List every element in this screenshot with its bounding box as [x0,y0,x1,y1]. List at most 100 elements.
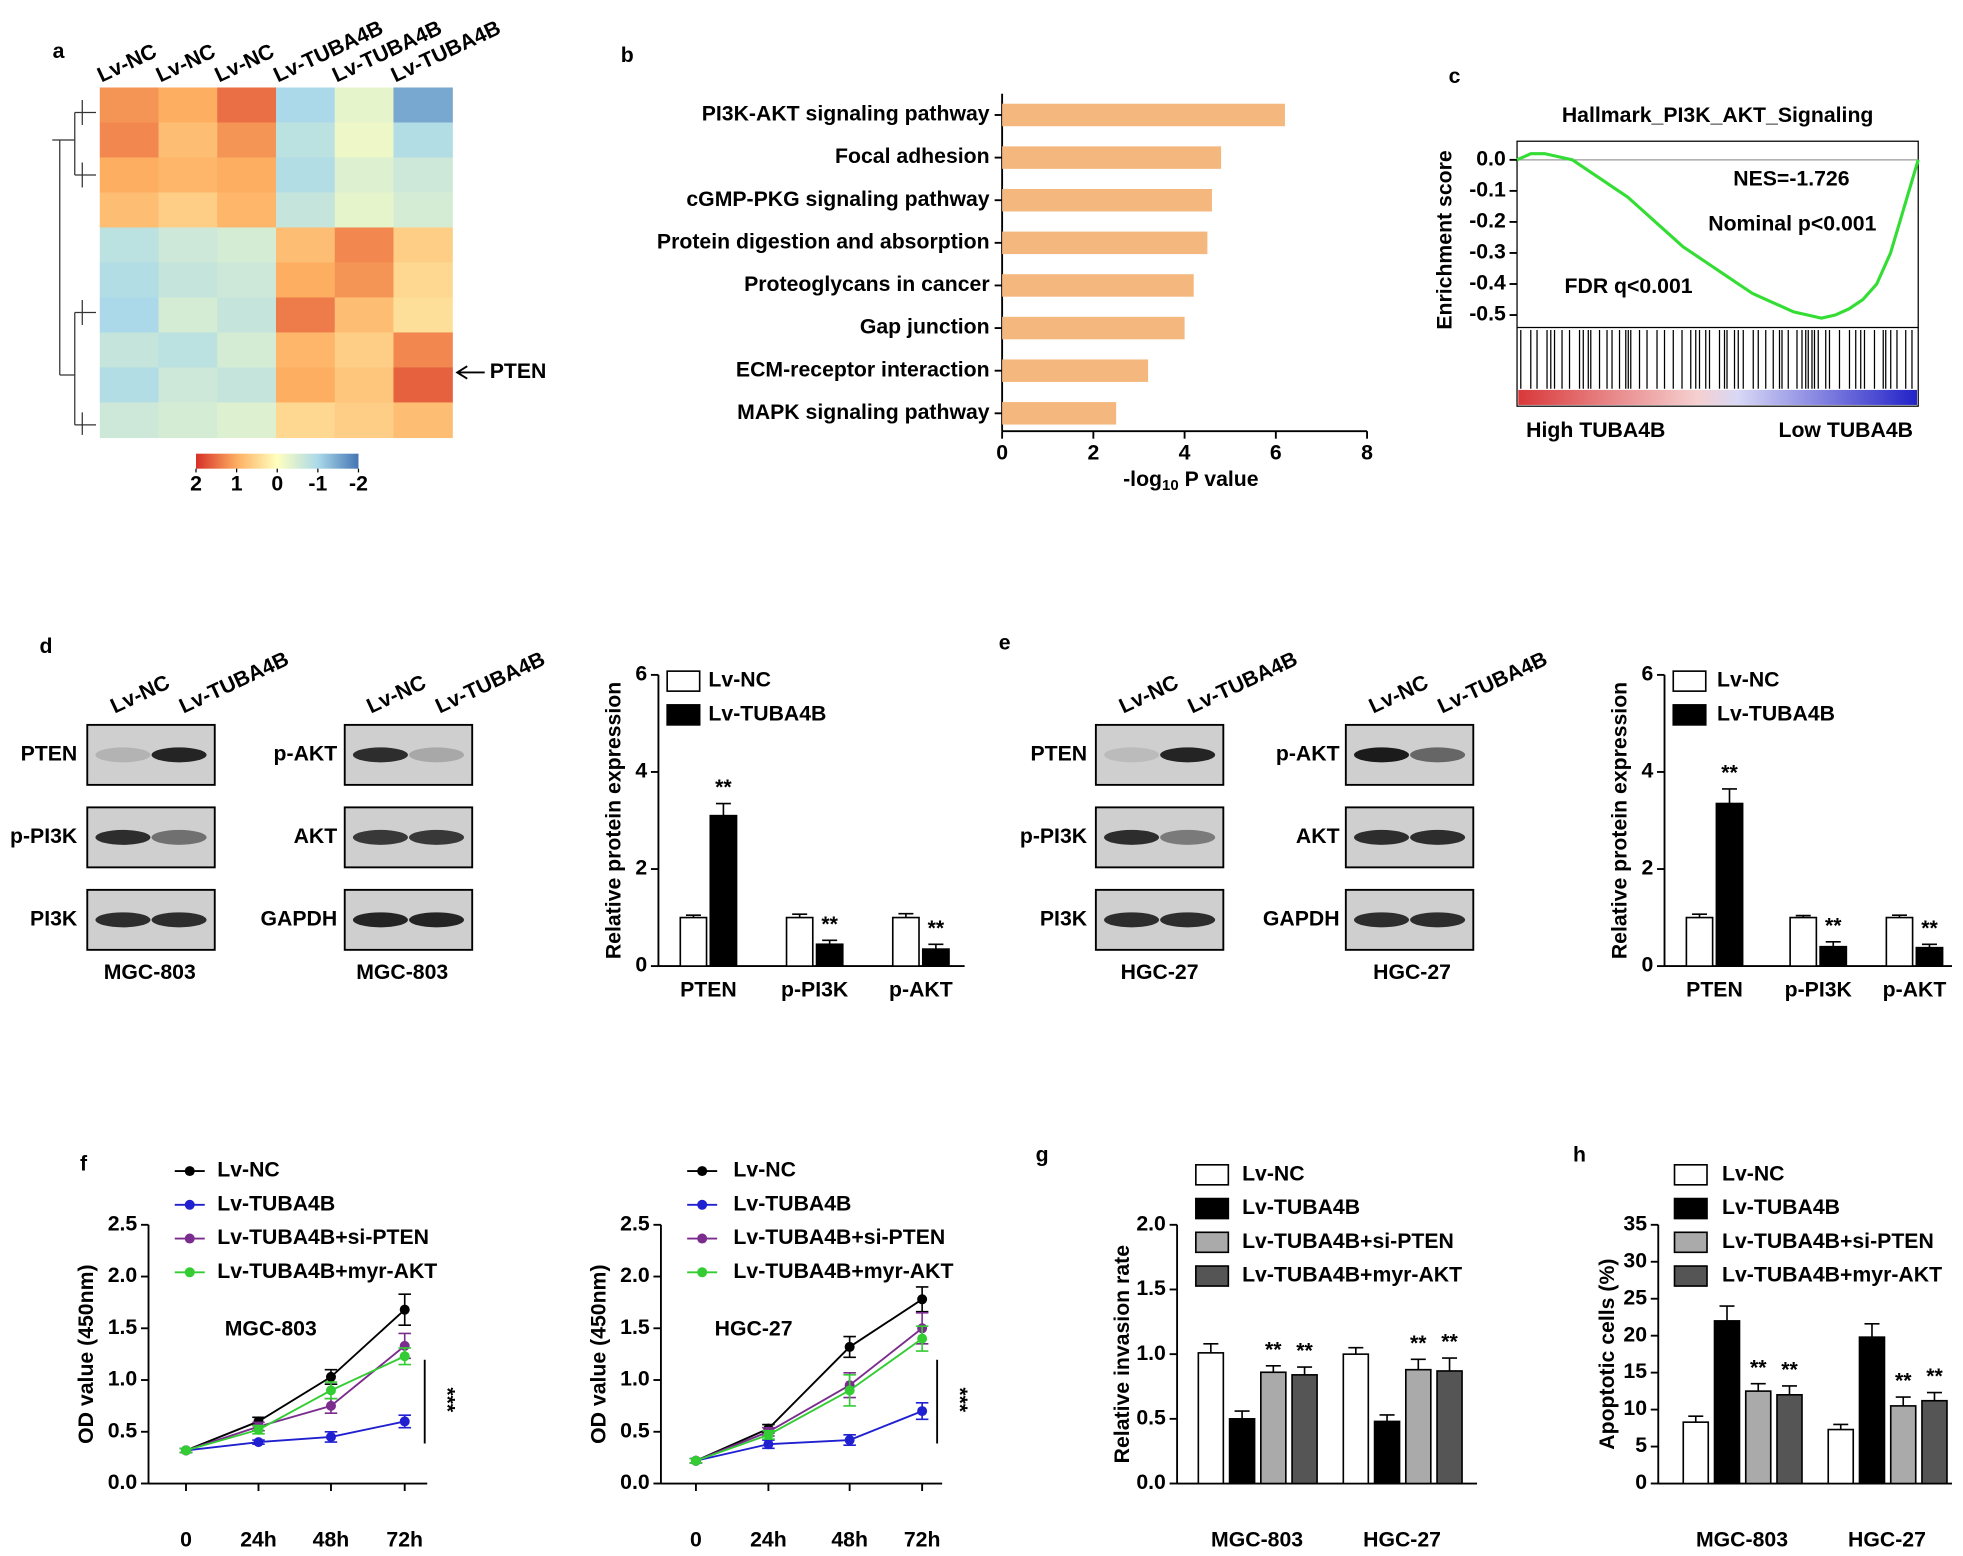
bar [1715,802,1744,967]
significance: ** [1721,761,1738,785]
x-tick-label: MGC-803 [1696,1528,1788,1552]
point [917,1294,928,1305]
lane-label: Lv-TUBA4B [1434,647,1551,719]
y-tick-label: -0.2 [1469,209,1506,233]
x-tick-label: PTEN [680,978,737,1002]
y-axis-label: Enrichment score [1432,150,1456,330]
x-tick-label: 48h [313,1528,350,1552]
series-line [185,1420,405,1452]
y-tick-label: -0.4 [1469,271,1506,295]
cell-line-label: MGC-803 [104,960,196,984]
blot-band [1410,829,1466,845]
heatmap-cell [99,227,160,264]
legend-label: Lv-NC [217,1158,280,1182]
legend-label: Lv-TUBA4B+si-PTEN [217,1225,429,1249]
chart-title: Hallmark_PI3K_AKT_Signaling [1562,103,1874,127]
blot-band [1354,829,1410,845]
bar [1002,316,1185,340]
blot-band [95,829,151,845]
y-tick-label: 5 [1635,1433,1647,1457]
y-tick-label: 1.0 [108,1367,138,1391]
error-bar [1234,1410,1250,1419]
category-label: PI3K-AKT signaling pathway [702,102,990,126]
heatmap-cell [99,157,160,194]
row-label: PTEN [1030,741,1087,765]
heatmap-cell [217,227,277,264]
heatmap-cell [334,192,395,229]
legend-swatch [1673,1197,1708,1220]
panel-letter: d [40,634,53,658]
blot-band [1104,747,1160,763]
dendrogram [52,99,97,435]
significance: ** [1825,913,1842,937]
y-tick-label: 6 [1641,662,1653,686]
bar [1819,945,1848,967]
bar [1921,1399,1948,1485]
lane-label: Lv-TUBA4B [432,647,549,719]
x-tick-label: 24h [240,1528,277,1552]
x-tick-label: 72h [904,1528,941,1552]
legend-marker [184,1199,195,1210]
bar [709,814,738,967]
y-tick-label: 0.5 [108,1418,138,1442]
significance: ** [928,916,945,940]
heatmap-cell [275,227,336,264]
error-bar [792,913,808,918]
bar [1002,231,1208,255]
legend-label: Lv-TUBA4B [1722,1195,1840,1219]
heatmap-cell [99,87,160,124]
y-axis-label: Relative protein expression [1607,682,1631,959]
bar [1002,402,1117,425]
x-tick-label: 0 [996,440,1008,464]
row-label: p-AKT [274,741,338,765]
heatmap-cell [217,297,277,334]
heatmap-cell [99,297,160,334]
heatmap-cell [158,157,218,194]
heatmap-cell [217,402,277,439]
y-tick-label: 2.0 [108,1263,138,1287]
blot-band [1104,912,1160,928]
bar [921,948,950,967]
category-label: cGMP-PKG signaling pathway [686,187,989,211]
x-tick-label: 24h [750,1528,787,1552]
x-axis-label-part: P value [1179,467,1259,491]
heatmap-cell [334,157,395,194]
legend-marker [697,1267,708,1278]
y-axis-label: OD value (450nm) [74,1264,98,1443]
legend-marker [697,1199,708,1210]
blot-band [409,912,465,928]
panel-letter: c [1449,64,1461,88]
significance: ** [1265,1337,1282,1361]
legend-label: Lv-TUBA4B+myr-AKT [217,1259,437,1283]
category-label: Focal adhesion [835,144,990,168]
inner-label: MGC-803 [225,1316,317,1340]
heatmap-cell [393,402,453,439]
y-tick-label: -0.5 [1469,302,1506,326]
x-axis-label-part: 10 [1162,477,1179,494]
error-bar [1750,1382,1766,1392]
heatmap-cell [393,192,453,229]
bar [1776,1393,1803,1485]
heatmap-cell [334,297,395,334]
bar [1228,1418,1256,1485]
point [325,1400,336,1411]
heatmap-cell [275,157,336,194]
heatmap-cell [217,157,277,194]
significance: ** [1441,1330,1458,1354]
significance: *** [948,1387,972,1413]
x-tick-label: p-PI3K [781,978,849,1002]
heatmap-cell [275,262,336,299]
error-bar [928,943,944,950]
row-label: AKT [1296,824,1340,848]
point [917,1333,928,1344]
inner-label: HGC-27 [715,1316,793,1340]
point [399,1351,410,1362]
bar [1002,146,1222,169]
y-axis-label: Relative protein expression [601,682,625,959]
lane-label: Lv-TUBA4B [175,647,292,719]
heatmap-cell [99,402,160,439]
x-tick-label: 48h [831,1528,868,1552]
heatmap-cell [217,87,277,124]
heatmap-cell [393,297,453,334]
y-axis-label: Apoptotic cells (%) [1595,1259,1619,1450]
